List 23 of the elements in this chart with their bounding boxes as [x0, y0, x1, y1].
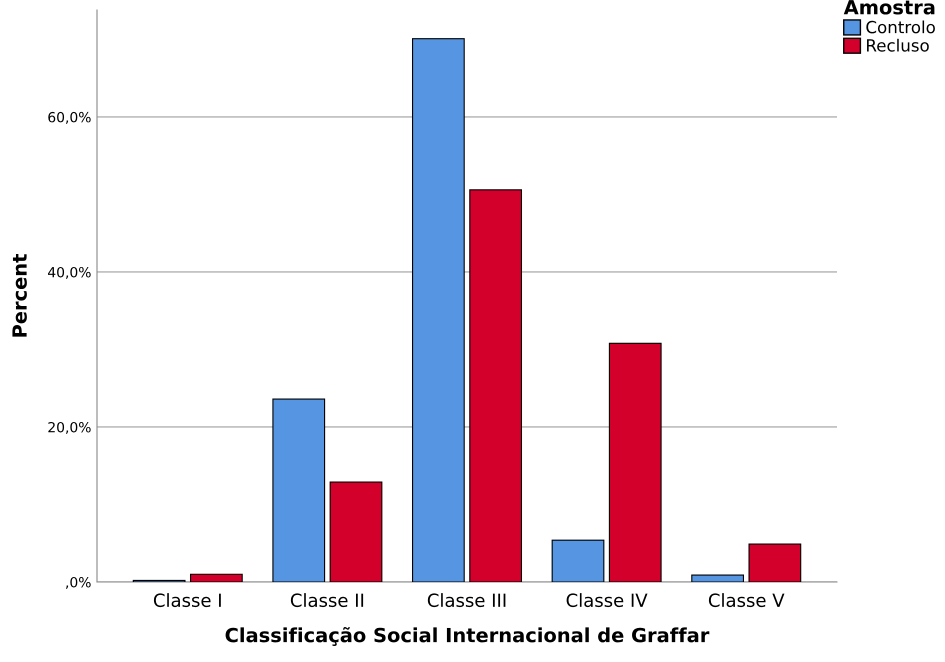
y-tick-label: ,0%	[66, 576, 91, 589]
y-tick-label: 20,0%	[48, 422, 91, 434]
y-tick-label: 40,0%	[48, 266, 91, 279]
bar	[469, 189, 522, 582]
x-tick-label: Classe V	[708, 593, 784, 608]
bar	[330, 481, 382, 582]
x-tick-label: Classe IV	[566, 593, 648, 608]
bar	[412, 38, 465, 582]
x-tick-label: Classe II	[290, 593, 364, 608]
legend-label: Recluso	[867, 38, 929, 52]
bar	[691, 574, 744, 582]
x-axis-title: Classificação Social Internacional de Graffar	[226, 627, 710, 646]
legend-label: Controlo	[866, 20, 935, 34]
bar	[552, 540, 604, 582]
x-tick-label: Classe III	[428, 593, 506, 608]
bar	[272, 398, 326, 582]
y-tick-label: 60,0%	[48, 112, 91, 124]
legend-title: Amostra	[844, 0, 934, 15]
y-axis-title: Percent	[12, 254, 27, 337]
x-tick-label: Classe I	[154, 593, 221, 608]
bar	[748, 543, 802, 582]
bar	[608, 342, 662, 582]
bar	[190, 574, 243, 582]
